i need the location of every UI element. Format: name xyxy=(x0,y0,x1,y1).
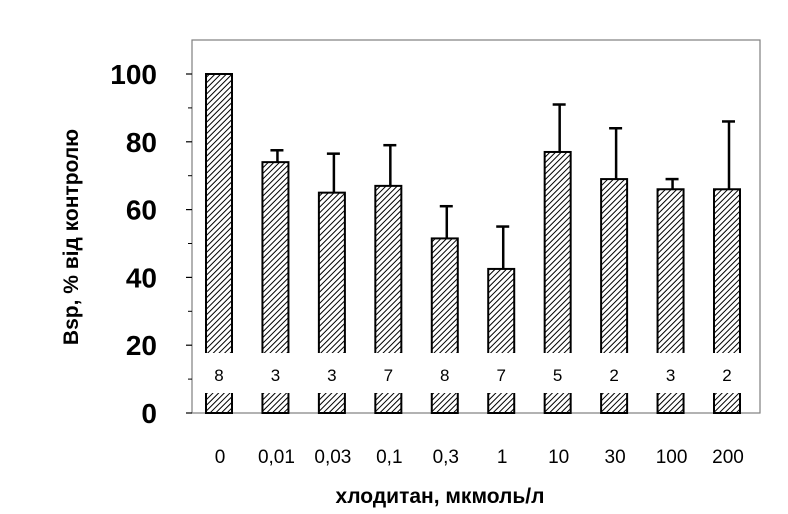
n-label: 2 xyxy=(722,366,731,385)
n-label-box xyxy=(542,353,573,393)
n-label: 3 xyxy=(666,366,675,385)
y-tick-label: 100 xyxy=(110,59,157,90)
n-label: 8 xyxy=(214,366,223,385)
x-tick-label: 0,1 xyxy=(376,447,402,468)
n-label: 7 xyxy=(496,366,505,385)
n-label-box xyxy=(373,353,404,393)
y-axis-ticks: 0 20 40 60 80 100 xyxy=(110,59,192,429)
x-tick-label: 0,03 xyxy=(314,447,351,468)
x-tick-label: 0 xyxy=(215,447,226,468)
bars-group: 8 3 3 7 8 7 5 2 3 2 xyxy=(204,73,742,414)
n-label: 7 xyxy=(384,366,393,385)
n-label-box xyxy=(655,353,686,393)
x-tick-label: 200 xyxy=(712,447,744,468)
y-tick-label: 40 xyxy=(126,262,157,293)
x-tick-label: 0,01 xyxy=(258,447,295,468)
x-tick-label: 10 xyxy=(548,447,569,468)
n-label: 3 xyxy=(327,366,336,385)
y-tick-label: 80 xyxy=(126,127,157,158)
x-tick-label: 100 xyxy=(656,447,688,468)
n-label-box xyxy=(204,353,234,393)
n-label-box xyxy=(260,353,291,393)
y-axis-title: Bsp, % від контролю xyxy=(60,129,83,345)
x-axis-title: хлодитан, мкмоль/л xyxy=(336,485,545,508)
n-label-box xyxy=(429,353,460,393)
n-label: 8 xyxy=(440,366,449,385)
y-tick-label: 0 xyxy=(141,398,157,429)
x-tick-label: 30 xyxy=(605,447,626,468)
x-tick-label: 1 xyxy=(497,447,508,468)
n-label: 5 xyxy=(553,366,562,385)
n-label: 2 xyxy=(609,366,618,385)
n-label-box xyxy=(599,353,630,393)
n-label: 3 xyxy=(271,366,280,385)
n-label-box xyxy=(486,353,517,393)
n-label-box xyxy=(712,353,742,393)
y-tick-label: 20 xyxy=(126,330,157,361)
n-label-box xyxy=(316,353,347,393)
x-axis-ticks: 0 0,01 0,03 0,1 0,3 1 10 30 100 200 xyxy=(215,447,744,468)
x-tick-label: 0,3 xyxy=(433,447,459,468)
y-tick-label: 60 xyxy=(126,195,157,226)
